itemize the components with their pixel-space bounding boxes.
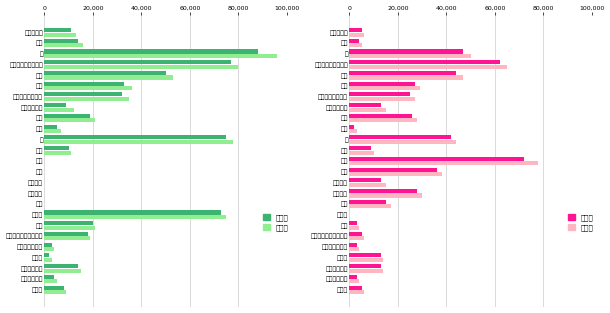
Bar [45,269,81,273]
Bar [350,183,386,187]
Bar [350,161,539,165]
Bar [350,82,415,86]
Bar [350,269,383,273]
Bar [350,200,386,204]
Bar [45,275,54,279]
Bar [350,167,437,172]
Bar [350,75,464,80]
Bar [45,140,234,144]
Bar [350,172,442,176]
Bar [350,97,415,101]
Bar [45,97,129,101]
Bar [350,135,451,139]
Bar [45,221,93,225]
Bar [350,65,507,69]
Bar [45,210,221,214]
Bar [350,140,456,144]
Bar [45,103,66,107]
Bar [350,103,381,107]
Bar [350,54,471,58]
Bar [45,247,54,251]
Legend: 実測値, 推計値: 実測値, 推計値 [568,214,593,231]
Bar [45,28,71,32]
Bar [350,151,374,155]
Bar [350,236,364,240]
Bar [45,49,258,54]
Bar [45,236,90,240]
Bar [350,108,386,112]
Bar [350,146,371,150]
Bar [45,65,239,69]
Bar [45,92,122,96]
Bar [350,118,417,122]
Bar [350,226,359,230]
Bar [350,71,456,75]
Bar [350,258,383,262]
Bar [45,82,124,86]
Bar [45,33,76,37]
Bar [350,243,357,247]
Bar [45,39,78,43]
Bar [350,39,359,43]
Bar [350,279,359,283]
Bar [45,129,62,133]
Bar [350,275,357,279]
Bar [350,157,524,161]
Bar [350,49,464,54]
Bar [45,215,226,219]
Bar [350,232,362,236]
Bar [350,33,364,37]
Bar [350,114,412,118]
Bar [350,129,357,133]
Bar [350,28,362,32]
Bar [45,108,74,112]
Bar [45,125,57,129]
Bar [45,285,64,290]
Bar [45,75,173,80]
Bar [350,247,359,251]
Bar [45,279,57,283]
Bar [350,264,381,268]
Bar [45,243,52,247]
Bar [45,114,90,118]
Bar [45,54,277,58]
Bar [350,92,410,96]
Bar [350,285,362,290]
Bar [45,135,226,139]
Bar [350,178,381,182]
Bar [350,189,417,193]
Bar [45,290,66,294]
Bar [45,146,69,150]
Bar [45,118,95,122]
Bar [350,253,381,257]
Bar [350,204,390,208]
Bar [45,264,78,268]
Bar [350,43,362,47]
Bar [45,226,95,230]
Bar [45,151,71,155]
Bar [350,221,357,225]
Bar [45,60,231,64]
Bar [350,60,500,64]
Bar [45,86,132,90]
Bar [45,71,166,75]
Bar [350,193,422,198]
Bar [45,258,52,262]
Bar [350,125,354,129]
Legend: 実測値, 推計値: 実測値, 推計値 [263,214,288,231]
Bar [45,232,88,236]
Bar [350,290,364,294]
Bar [45,253,49,257]
Bar [350,86,420,90]
Bar [45,43,83,47]
